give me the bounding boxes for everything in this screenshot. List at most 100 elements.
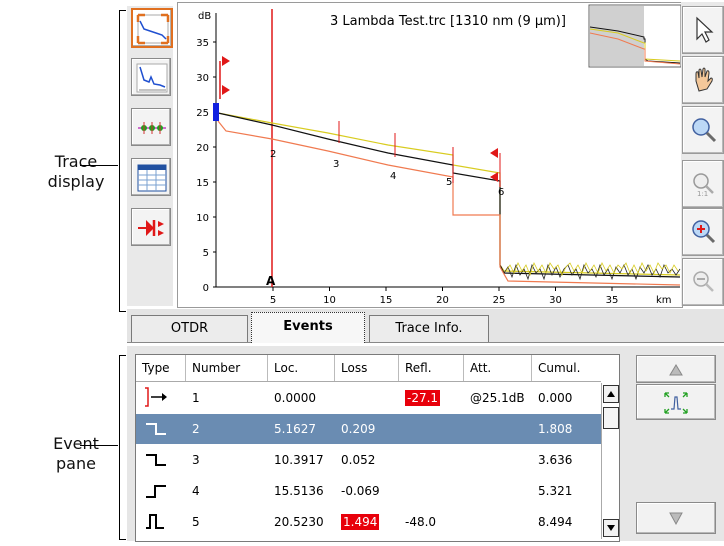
event-table: Type Number Loc. Loss Refl. Att. Cumul. … <box>135 354 620 542</box>
scroll-thumb[interactable] <box>603 407 619 429</box>
cell-cumul: 5.321 <box>538 476 572 506</box>
event-label: 4 <box>390 171 396 182</box>
tab-otdr[interactable]: OTDR <box>131 315 248 342</box>
event-view-button[interactable] <box>131 108 171 146</box>
scroll-up-icon <box>607 391 615 397</box>
overview-thumbnail[interactable] <box>588 4 682 68</box>
table-row[interactable]: 4 15.5136 -0.069 5.321 <box>136 476 601 506</box>
trace-black <box>217 112 681 278</box>
y-tick-label: 35 <box>196 38 209 49</box>
pointer-tool-button[interactable] <box>682 6 724 54</box>
table-header: Type Number Loc. Loss Refl. Att. Cumul. <box>136 355 601 382</box>
callout-leader <box>80 445 118 446</box>
event-zoom-button[interactable] <box>636 384 716 420</box>
callout-line-1: Trace <box>54 152 98 171</box>
event-label: 3 <box>333 159 339 170</box>
cell-cumul: 3.636 <box>538 445 572 475</box>
event-label: 2 <box>270 149 276 160</box>
col-header-cumul[interactable]: Cumul. <box>538 361 581 375</box>
cumul-value: 5.321 <box>538 484 573 498</box>
y-tick-label: 10 <box>196 213 209 224</box>
table-row[interactable]: 1 0.0000 -27.1 @25.1dB 0.000 <box>136 383 601 413</box>
hand-pan-icon <box>695 67 713 92</box>
scroll-down-button[interactable] <box>603 519 619 537</box>
x-tick-label: 25 <box>493 295 506 306</box>
cumul-value: 8.494 <box>538 515 573 529</box>
number-value: 3 <box>192 453 200 467</box>
zoomed-trace-button[interactable] <box>131 58 171 96</box>
event-loss-down-icon <box>146 423 166 435</box>
full-trace-view-button[interactable] <box>131 8 173 48</box>
table-view-button[interactable] <box>131 158 171 196</box>
span-start-marker[interactable] <box>213 103 219 121</box>
table-row[interactable]: 3 10.3917 0.052 3.636 <box>136 445 601 475</box>
table-row[interactable]: 2 5.1627 0.209 1.808 <box>136 414 601 444</box>
event-launch-icon <box>145 387 167 407</box>
col-header-loc[interactable]: Loc. <box>268 355 335 381</box>
y-tick-group: 35 30 25 20 15 10 5 0 <box>196 38 216 294</box>
marker-a-label: A <box>266 274 276 288</box>
end-marker-arrows[interactable] <box>490 148 498 182</box>
cell-number: 2 <box>192 414 200 444</box>
cell-number: 5 <box>192 507 200 537</box>
launch-marker-arrows[interactable] <box>219 56 230 99</box>
trace-display-callout: Trace display <box>40 152 112 192</box>
y-tick-label: 5 <box>203 248 209 259</box>
x-tick-label: 35 <box>606 295 619 306</box>
refl-value: -27.1 <box>405 390 441 406</box>
callout-line-2: display <box>47 172 105 191</box>
fault-event-button[interactable] <box>131 208 171 246</box>
cell-loss: 0.052 <box>341 445 375 475</box>
number-value: 4 <box>192 484 200 498</box>
cell-cumul: 0.000 <box>538 383 572 413</box>
cell-number: 4 <box>192 476 200 506</box>
col-header-att[interactable]: Att. <box>464 355 532 381</box>
next-event-button[interactable] <box>636 502 716 534</box>
hand-pan-button[interactable] <box>682 56 724 104</box>
trace-plot: dB 3 Lambda Test.trc [1310 nm (9 μm)] 35… <box>196 4 682 306</box>
cell-refl: -27.1 <box>405 383 441 413</box>
event-zoom-icon <box>664 392 688 414</box>
trace-orange <box>217 120 681 286</box>
loc-value: 20.5230 <box>274 515 324 529</box>
zoom-area-button[interactable] <box>682 106 724 154</box>
callout-line-2: pane <box>56 454 96 473</box>
table-scrollbar[interactable] <box>601 383 619 539</box>
col-header-number[interactable]: Number <box>186 355 268 381</box>
col-header-refl[interactable]: Refl. <box>399 355 464 381</box>
tab-events[interactable]: Events <box>251 312 365 343</box>
trace-title: 3 Lambda Test.trc [1310 nm (9 μm)] <box>330 14 566 29</box>
full-trace-view-icon <box>136 13 170 45</box>
callout-line-1: Event <box>53 434 99 453</box>
zoom-in-icon <box>692 220 716 244</box>
pointer-icon <box>696 16 714 43</box>
trace-view-toolbar <box>127 6 173 306</box>
zoom-out-icon <box>693 271 714 292</box>
zoom-out-button[interactable] <box>682 258 724 306</box>
y-tick-label: 15 <box>196 178 209 189</box>
loss-value: 0.209 <box>341 422 376 436</box>
cell-loc: 15.5136 <box>274 476 324 506</box>
y-tick-label: 30 <box>196 73 209 84</box>
loc-value: 10.3917 <box>274 453 324 467</box>
event-pane-callout: Event pane <box>40 434 112 474</box>
col-header-loss[interactable]: Loss <box>335 355 399 381</box>
event-pane-bracket <box>119 355 126 540</box>
fault-event-icon <box>138 220 164 236</box>
tab-trace-info[interactable]: Trace Info. <box>369 315 489 342</box>
zoom-in-button[interactable] <box>682 208 724 256</box>
x-tick-label: 20 <box>436 295 449 306</box>
event-pane: Type Number Loc. Loss Refl. Att. Cumul. … <box>127 346 724 542</box>
trace-graph[interactable]: dB 3 Lambda Test.trc [1310 nm (9 μm)] 35… <box>177 2 683 308</box>
event-type-cell <box>142 445 170 475</box>
col-header-type[interactable]: Type <box>136 355 186 381</box>
cell-loc: 5.1627 <box>274 414 316 444</box>
trace-display-bracket <box>119 10 126 312</box>
x-unit-label: km <box>656 295 672 306</box>
callout-leader <box>80 165 118 166</box>
table-row[interactable]: 5 20.5230 1.494 -48.0 8.494 <box>136 507 601 537</box>
zoom-1to1-button[interactable]: 1:1 <box>682 160 724 208</box>
scroll-up-button[interactable] <box>603 385 619 403</box>
trace-yellow <box>217 112 681 276</box>
previous-event-button[interactable] <box>636 355 716 383</box>
